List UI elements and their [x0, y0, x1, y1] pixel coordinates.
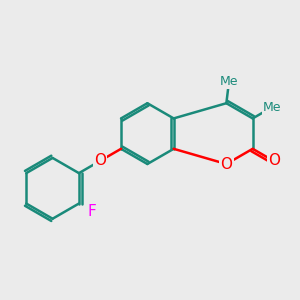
Text: Me: Me	[220, 75, 238, 88]
Text: Me: Me	[262, 101, 281, 114]
Text: O: O	[94, 154, 106, 169]
Text: O: O	[220, 157, 232, 172]
Text: O: O	[268, 154, 280, 169]
Text: F: F	[88, 204, 97, 219]
